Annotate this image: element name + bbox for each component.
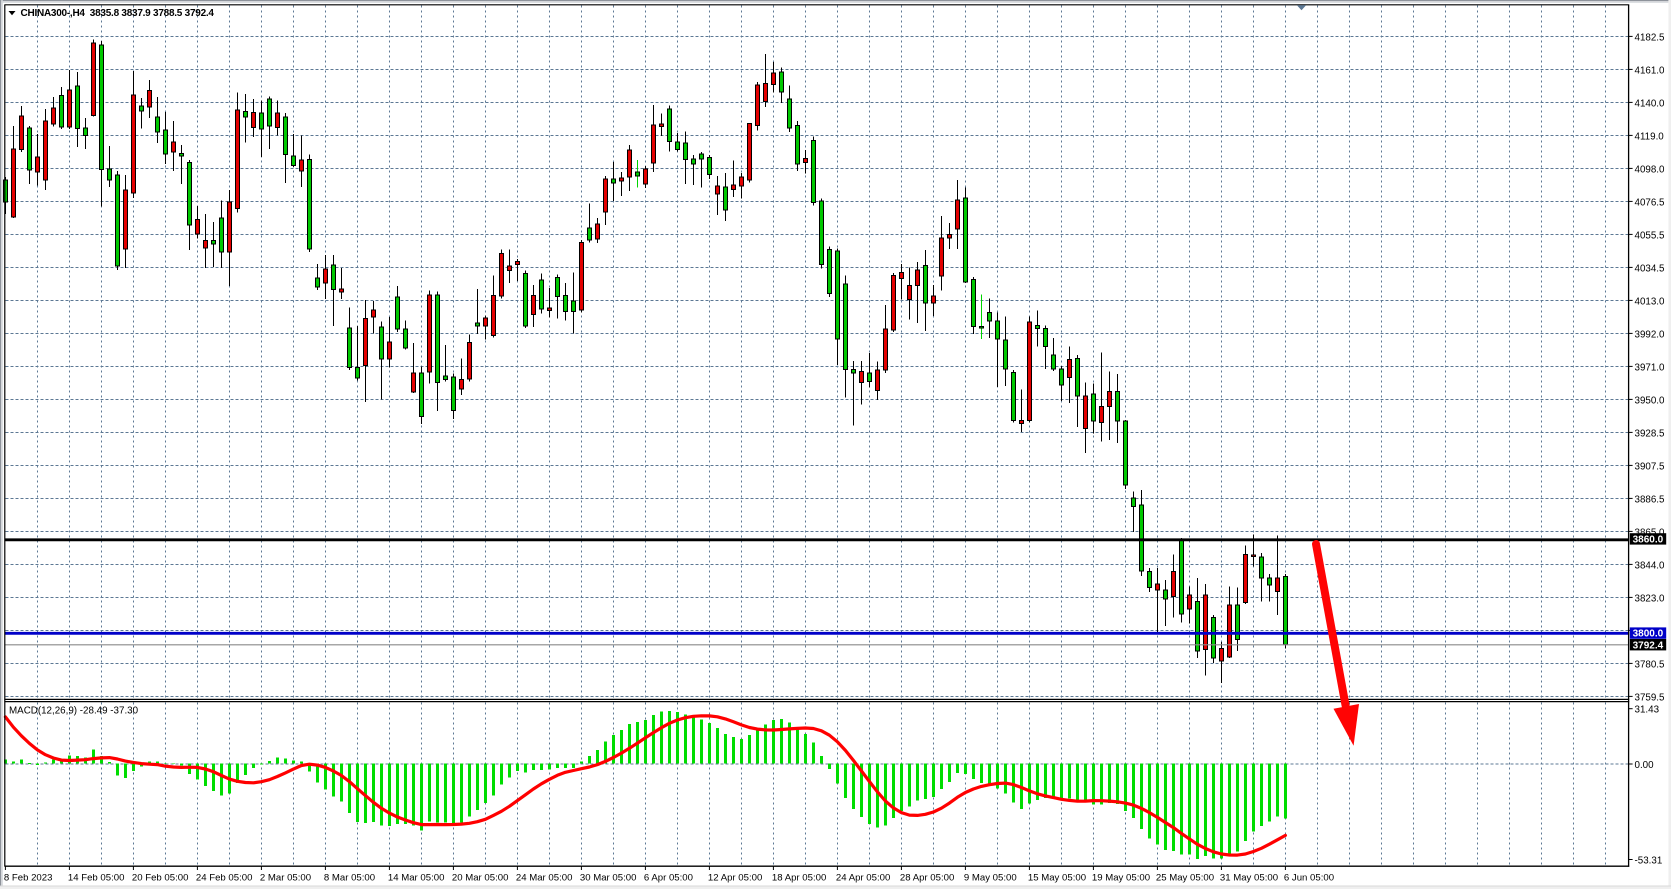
svg-text:3823.0: 3823.0: [1635, 593, 1666, 604]
svg-text:-53.31: -53.31: [1635, 855, 1663, 866]
svg-text:4161.0: 4161.0: [1635, 65, 1666, 76]
svg-text:28 Apr 05:00: 28 Apr 05:00: [900, 873, 954, 884]
svg-text:4182.5: 4182.5: [1635, 32, 1666, 43]
svg-text:4013.0: 4013.0: [1635, 296, 1666, 307]
svg-text:6 Apr 05:00: 6 Apr 05:00: [644, 873, 693, 884]
svg-text:3907.5: 3907.5: [1635, 461, 1666, 472]
svg-text:20 Mar 05:00: 20 Mar 05:00: [452, 873, 509, 884]
svg-text:14 Mar 05:00: 14 Mar 05:00: [388, 873, 445, 884]
svg-text:2 Mar 05:00: 2 Mar 05:00: [260, 873, 311, 884]
svg-text:24 Feb 05:00: 24 Feb 05:00: [196, 873, 253, 884]
svg-text:24 Apr 05:00: 24 Apr 05:00: [836, 873, 890, 884]
svg-text:4098.0: 4098.0: [1635, 164, 1666, 175]
svg-text:20 Feb 05:00: 20 Feb 05:00: [132, 873, 189, 884]
svg-text:4076.5: 4076.5: [1635, 197, 1666, 208]
svg-text:CHINA300-,H4 3835.8 3837.9 37: CHINA300-,H4 3835.8 3837.9 3788.5 3792.4: [21, 8, 215, 19]
svg-text:6 Jun 05:00: 6 Jun 05:00: [1284, 873, 1334, 884]
svg-text:19 May 05:00: 19 May 05:00: [1092, 873, 1150, 884]
svg-text:4140.0: 4140.0: [1635, 98, 1666, 109]
svg-text:3780.5: 3780.5: [1635, 659, 1666, 670]
svg-text:14 Feb 05:00: 14 Feb 05:00: [68, 873, 125, 884]
svg-text:3992.0: 3992.0: [1635, 329, 1666, 340]
svg-text:9 May 05:00: 9 May 05:00: [964, 873, 1017, 884]
svg-text:8 Feb 2023: 8 Feb 2023: [4, 873, 53, 884]
svg-text:12 Apr 05:00: 12 Apr 05:00: [708, 873, 762, 884]
svg-text:3759.5: 3759.5: [1635, 692, 1666, 703]
svg-text:0.00: 0.00: [1635, 760, 1655, 771]
svg-text:3886.5: 3886.5: [1635, 494, 1666, 505]
svg-text:3950.0: 3950.0: [1635, 395, 1666, 406]
svg-text:8 Mar 05:00: 8 Mar 05:00: [324, 873, 375, 884]
svg-text:30 Mar 05:00: 30 Mar 05:00: [580, 873, 637, 884]
svg-text:4119.0: 4119.0: [1635, 131, 1665, 142]
svg-text:3844.0: 3844.0: [1635, 560, 1666, 571]
svg-text:25 May 05:00: 25 May 05:00: [1156, 873, 1214, 884]
svg-text:4034.5: 4034.5: [1635, 263, 1666, 274]
svg-text:31.43: 31.43: [1635, 705, 1660, 716]
svg-text:3860.0: 3860.0: [1633, 535, 1664, 546]
svg-text:4055.5: 4055.5: [1635, 230, 1666, 241]
svg-text:18 Apr 05:00: 18 Apr 05:00: [772, 873, 826, 884]
svg-text:MACD(12,26,9) -28.49 -37.30: MACD(12,26,9) -28.49 -37.30: [9, 706, 139, 717]
svg-text:3865.0: 3865.0: [1635, 527, 1666, 538]
svg-text:3792.4: 3792.4: [1633, 640, 1664, 651]
svg-text:3800.0: 3800.0: [1633, 629, 1664, 640]
svg-text:15 May 05:00: 15 May 05:00: [1028, 873, 1086, 884]
svg-text:24 Mar 05:00: 24 Mar 05:00: [516, 873, 573, 884]
svg-text:3971.0: 3971.0: [1635, 362, 1666, 373]
svg-text:3928.5: 3928.5: [1635, 428, 1666, 439]
svg-text:31 May 05:00: 31 May 05:00: [1220, 873, 1278, 884]
